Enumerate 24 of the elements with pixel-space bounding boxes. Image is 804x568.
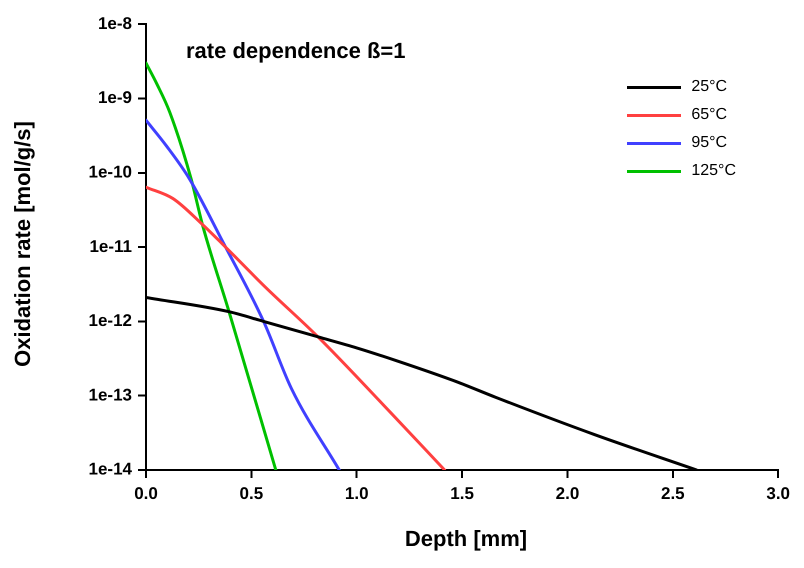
legend-label: 25°C — [691, 78, 728, 96]
y-tick-label: 1e-14 — [88, 460, 133, 479]
x-axis-title: Depth [mm] — [404, 526, 528, 552]
x-tick-label: 1.0 — [344, 484, 369, 503]
x-tick-label: 1.5 — [450, 484, 474, 503]
text: rate dependence ß=1 — [186, 38, 406, 64]
y-axis-title: Oxidation rate [mol/g/s] — [10, 121, 36, 367]
legend-label: 95°C — [691, 134, 728, 152]
y-tick-label: 1e-8 — [98, 14, 132, 33]
y-tick-label: 1e-12 — [88, 311, 132, 330]
legend-label: 125°C — [691, 162, 736, 180]
line-series — [146, 118, 341, 470]
line-series — [146, 62, 278, 470]
x-tick-label: 0.5 — [240, 484, 264, 503]
legend-label: 65°C — [691, 106, 728, 124]
x-tick-label: 0.0 — [134, 484, 158, 503]
y-tick-label: 1e-13 — [88, 385, 132, 404]
x-tick-label: 2.5 — [661, 484, 685, 503]
x-tick-label: 2.0 — [556, 484, 580, 503]
x-tick-label: 3.0 — [766, 484, 790, 503]
y-tick-label: 1e-9 — [98, 88, 132, 108]
y-tick-label: 1e-11 — [89, 236, 132, 256]
y-tick-label: 1e-10 — [88, 162, 132, 182]
line-series — [146, 186, 446, 470]
